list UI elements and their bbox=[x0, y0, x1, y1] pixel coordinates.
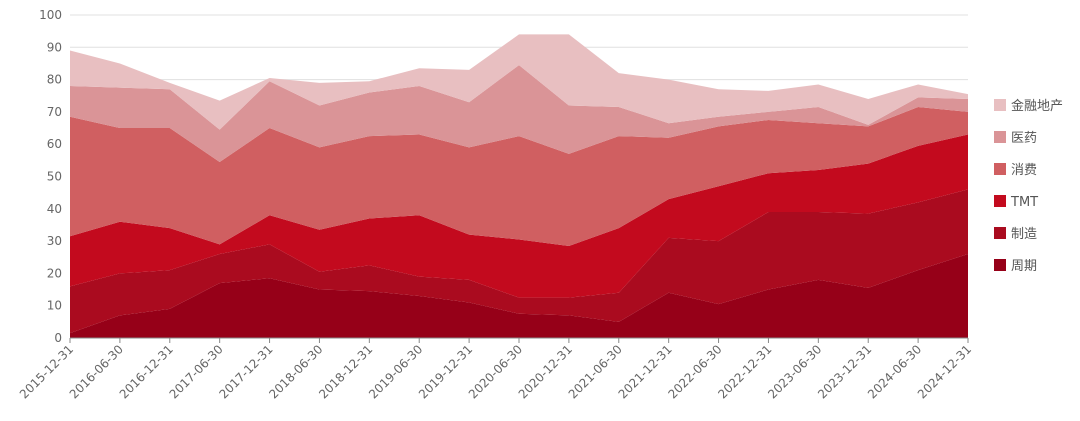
area-series-4 bbox=[70, 65, 968, 162]
y-tick-label: 20 bbox=[47, 266, 62, 280]
area-series-0 bbox=[70, 254, 968, 338]
legend-label: TMT bbox=[1010, 195, 1038, 210]
legend-swatch bbox=[994, 99, 1006, 111]
y-tick-label: 90 bbox=[47, 40, 62, 54]
y-tick-label: 80 bbox=[47, 73, 62, 87]
area-series-5 bbox=[70, 34, 968, 130]
x-tick-label: 2024-12-31 bbox=[915, 342, 974, 401]
legend-swatch bbox=[994, 131, 1006, 143]
area-series-2 bbox=[70, 134, 968, 298]
y-tick-label: 30 bbox=[47, 234, 62, 248]
legend-swatch bbox=[994, 227, 1006, 239]
y-tick-label: 60 bbox=[47, 137, 62, 151]
legend-label: 消费 bbox=[1011, 163, 1037, 178]
y-tick-label: 70 bbox=[47, 105, 62, 119]
y-tick-label: 50 bbox=[47, 170, 62, 184]
y-tick-label: 40 bbox=[47, 202, 62, 216]
legend-label: 周期 bbox=[1011, 259, 1037, 274]
legend-swatch bbox=[994, 195, 1006, 207]
area-series bbox=[70, 34, 968, 338]
legend-label: 医药 bbox=[1011, 131, 1037, 146]
legend-swatch bbox=[994, 259, 1006, 271]
y-tick-label: 100 bbox=[39, 8, 62, 22]
y-tick-label: 10 bbox=[47, 299, 62, 313]
area-series-3 bbox=[70, 107, 968, 246]
legend-label: 制造 bbox=[1011, 227, 1037, 242]
legend-label: 金融地产 bbox=[1011, 98, 1063, 114]
y-tick-label: 0 bbox=[54, 331, 62, 345]
area-series-1 bbox=[70, 189, 968, 334]
legend-swatch bbox=[994, 163, 1006, 175]
